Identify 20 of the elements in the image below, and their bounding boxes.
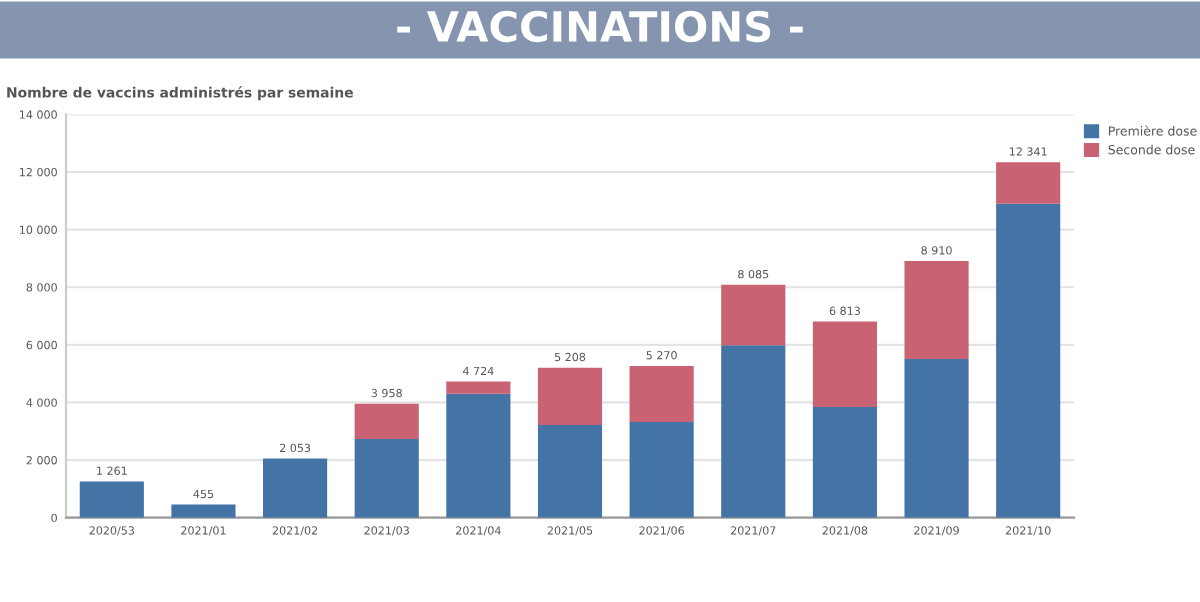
bar — [721, 284, 786, 346]
bar — [354, 403, 419, 439]
bar — [996, 203, 1061, 518]
bar — [263, 458, 328, 518]
bar — [904, 261, 969, 359]
bar — [446, 381, 511, 394]
bar — [721, 345, 786, 518]
bar — [812, 321, 877, 408]
bar — [996, 162, 1061, 204]
bar — [537, 424, 603, 518]
chart-title: - VACCINATIONS - — [397, 10, 803, 43]
bar — [904, 358, 969, 518]
bar — [354, 438, 419, 518]
bar — [446, 393, 511, 518]
bar — [629, 422, 694, 518]
bar — [812, 407, 877, 518]
bar — [171, 504, 236, 518]
bar — [79, 481, 144, 518]
bar — [629, 365, 694, 423]
bar — [537, 367, 603, 425]
